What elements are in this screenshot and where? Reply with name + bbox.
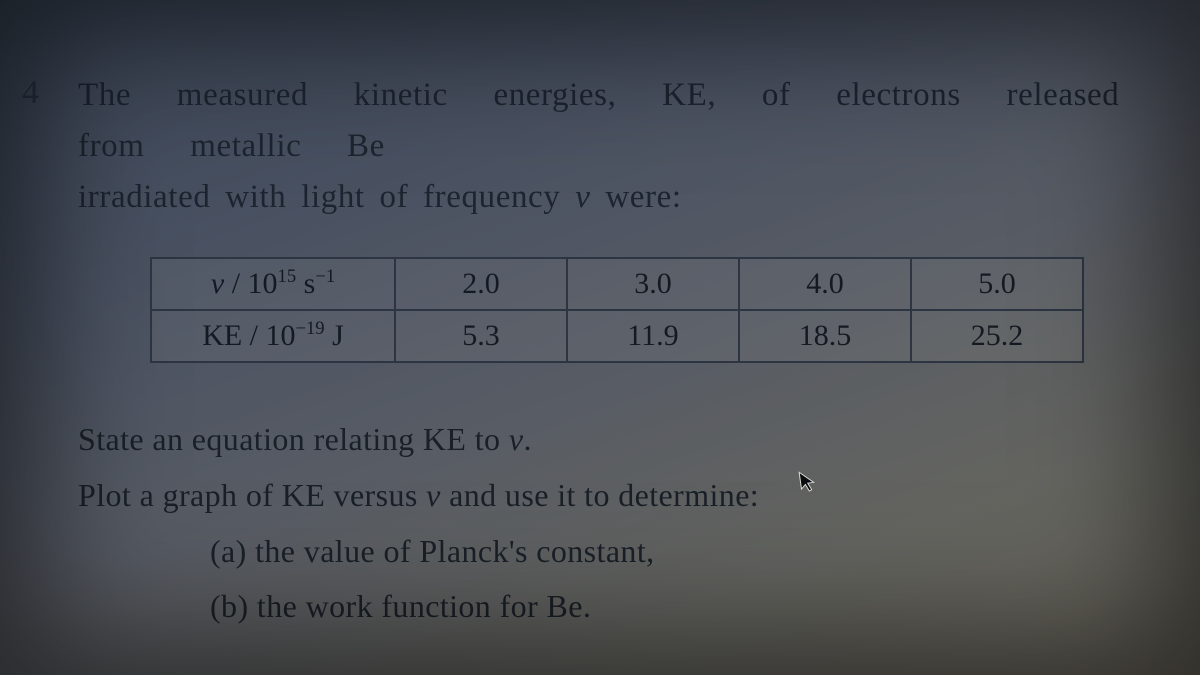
- nu-symbol-1: v: [575, 179, 590, 215]
- nu-symbol-2: v: [509, 421, 524, 457]
- cell-r1c4: 5.0: [911, 258, 1083, 310]
- intro-line-2-post: were:: [591, 179, 682, 215]
- cell-r2c2: 11.9: [567, 310, 739, 362]
- intro-line-1-text: The measured kinetic energies, KE, of el…: [78, 77, 1142, 164]
- cell-r2c1: 5.3: [395, 310, 567, 362]
- table-row: KE / 10−19 J 5.3 11.9 18.5 25.2: [151, 310, 1083, 362]
- row1-header: v / 1015 s−1: [151, 258, 395, 310]
- intro-line-2-pre: irradiated with light of frequency: [78, 179, 575, 215]
- question-block: 4 The measured kinetic energies, KE, of …: [0, 0, 1200, 632]
- line-state-post: .: [523, 421, 531, 457]
- cell-r2c4: 25.2: [911, 310, 1083, 362]
- line-plot-pre: Plot a graph of KE versus: [78, 477, 426, 513]
- line-plot-post: and use it to determine:: [441, 477, 759, 513]
- table-row: v / 1015 s−1 2.0 3.0 4.0 5.0: [151, 258, 1083, 310]
- question-number: 4: [22, 74, 39, 112]
- cell-r1c1: 2.0: [395, 258, 567, 310]
- cell-r1c3: 4.0: [739, 258, 911, 310]
- intro-line-2: irradiated with light of frequency v wer…: [78, 172, 1200, 223]
- line-part-a: (a) the value of Planck's constant,: [210, 527, 1200, 577]
- line-state: State an equation relating KE to v.: [78, 415, 1200, 465]
- nu-symbol-3: v: [426, 477, 441, 513]
- instructions: State an equation relating KE to v. Plot…: [0, 415, 1200, 631]
- data-table: v / 1015 s−1 2.0 3.0 4.0 5.0 KE / 10−19 …: [150, 257, 1084, 363]
- intro-line-1: The measured kinetic energies, KE, of el…: [78, 70, 1200, 172]
- line-plot: Plot a graph of KE versus v and use it t…: [78, 471, 1200, 521]
- row2-header: KE / 10−19 J: [151, 310, 395, 362]
- line-part-b: (b) the work function for Be.: [210, 582, 1200, 632]
- line-state-pre: State an equation relating KE to: [78, 421, 509, 457]
- cell-r2c3: 18.5: [739, 310, 911, 362]
- cell-r1c2: 3.0: [567, 258, 739, 310]
